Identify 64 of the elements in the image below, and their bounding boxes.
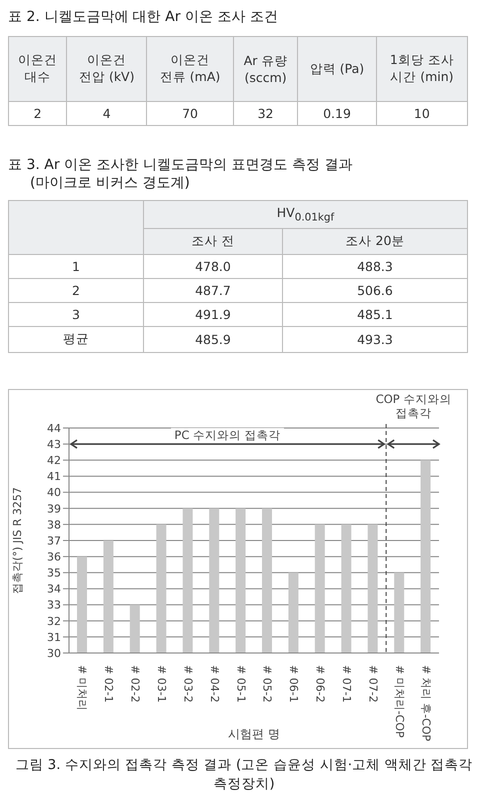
x-tick-label: # 처리 후-COP bbox=[419, 664, 432, 742]
x-tick-label: # 미처리 bbox=[76, 664, 89, 710]
text: 조사 전 bbox=[144, 228, 282, 254]
y-tick-label: 40 bbox=[47, 486, 61, 499]
x-tick-label: # 06-2 bbox=[314, 664, 327, 702]
y-tick-label: 33 bbox=[47, 598, 61, 612]
x-tick-label: # 03-1 bbox=[155, 664, 168, 702]
text: 3 bbox=[8, 302, 144, 326]
text: (마이크로 비커스 경도계) bbox=[30, 174, 191, 192]
y-tick-label: 32 bbox=[47, 614, 61, 628]
x-tick-label: # 06-1 bbox=[287, 664, 300, 702]
y-tick-label: 41 bbox=[47, 470, 61, 483]
text: 평균 bbox=[8, 326, 144, 352]
text: 4 bbox=[66, 102, 147, 126]
text: 506.6 bbox=[282, 278, 468, 302]
text: 488.3 bbox=[282, 254, 468, 278]
text: 표 2. 니켈도금막에 대한 Ar 이온 조사 조건 bbox=[8, 8, 279, 26]
text: HV$_{0.01kgf}$ bbox=[144, 200, 468, 228]
text: 1 bbox=[8, 254, 144, 278]
y-tick-label: 37 bbox=[47, 534, 61, 547]
text: 조사 20분 bbox=[282, 228, 468, 254]
text: Ar 유량 (sccm) bbox=[233, 36, 298, 102]
y-tick-label: 30 bbox=[47, 646, 61, 660]
x-axis-title: 시험편 명 bbox=[228, 726, 280, 740]
y-tick-label: 42 bbox=[47, 454, 61, 467]
text: 2 bbox=[8, 102, 67, 126]
x-tick-label: # 07-2 bbox=[366, 664, 380, 702]
x-tick-label: # 05-1 bbox=[234, 664, 248, 702]
text: 그림 3. 수지와의 접촉각 측정 결과 (고온 습윤성 시험·고체 액체간 접촉각 측정장치) bbox=[14, 756, 474, 794]
x-tick-label: # 04-2 bbox=[208, 664, 221, 702]
text: 압력 (Pa) bbox=[298, 36, 376, 102]
text: 32 bbox=[233, 102, 298, 126]
text: 이온건 전압 (kV) bbox=[66, 36, 147, 102]
text: 478.0 bbox=[144, 254, 282, 278]
text: 487.7 bbox=[144, 278, 282, 302]
text: 이온건 전류 (mA) bbox=[146, 36, 234, 102]
text: 485.9 bbox=[144, 326, 282, 352]
text: 70 bbox=[146, 102, 234, 126]
text: 2 bbox=[8, 278, 144, 302]
text: COP 수지와의 접촉각 bbox=[376, 392, 452, 420]
y-tick-label: 36 bbox=[47, 550, 61, 563]
x-tick-label: # 05-2 bbox=[260, 664, 274, 702]
text: 485.1 bbox=[282, 302, 468, 326]
text: 1회당 조사 시간 (min) bbox=[376, 36, 468, 102]
text: 이온건 대수 bbox=[8, 36, 67, 102]
y-tick-label: 34 bbox=[47, 582, 61, 596]
y-tick-label: 43 bbox=[47, 437, 61, 450]
text: 491.9 bbox=[144, 302, 282, 326]
y-tick-label: 38 bbox=[47, 518, 61, 531]
y-tick-label: 39 bbox=[47, 502, 61, 515]
text: 10 bbox=[376, 102, 468, 126]
annotation: PC 수지와의 접촉각 bbox=[171, 428, 284, 442]
y-tick-label: 31 bbox=[47, 630, 61, 644]
y-tick-label: 35 bbox=[47, 566, 61, 580]
text: 0.19 bbox=[298, 102, 376, 126]
y-tick-label: 44 bbox=[47, 421, 61, 434]
x-tick-label: # 07-1 bbox=[340, 664, 353, 702]
y-axis-title: 접촉각(°) JIS R 3257 bbox=[10, 486, 24, 594]
text: 493.3 bbox=[282, 326, 468, 352]
x-tick-label: # 미처리-COP bbox=[392, 664, 406, 738]
x-tick-label: # 02-2 bbox=[128, 664, 142, 702]
x-tick-label: # 03-2 bbox=[181, 664, 194, 702]
x-tick-label: # 02-1 bbox=[102, 664, 116, 702]
text: 표 3. Ar 이온 조사한 니켈도금막의 표면경도 측정 결과 bbox=[8, 156, 354, 174]
